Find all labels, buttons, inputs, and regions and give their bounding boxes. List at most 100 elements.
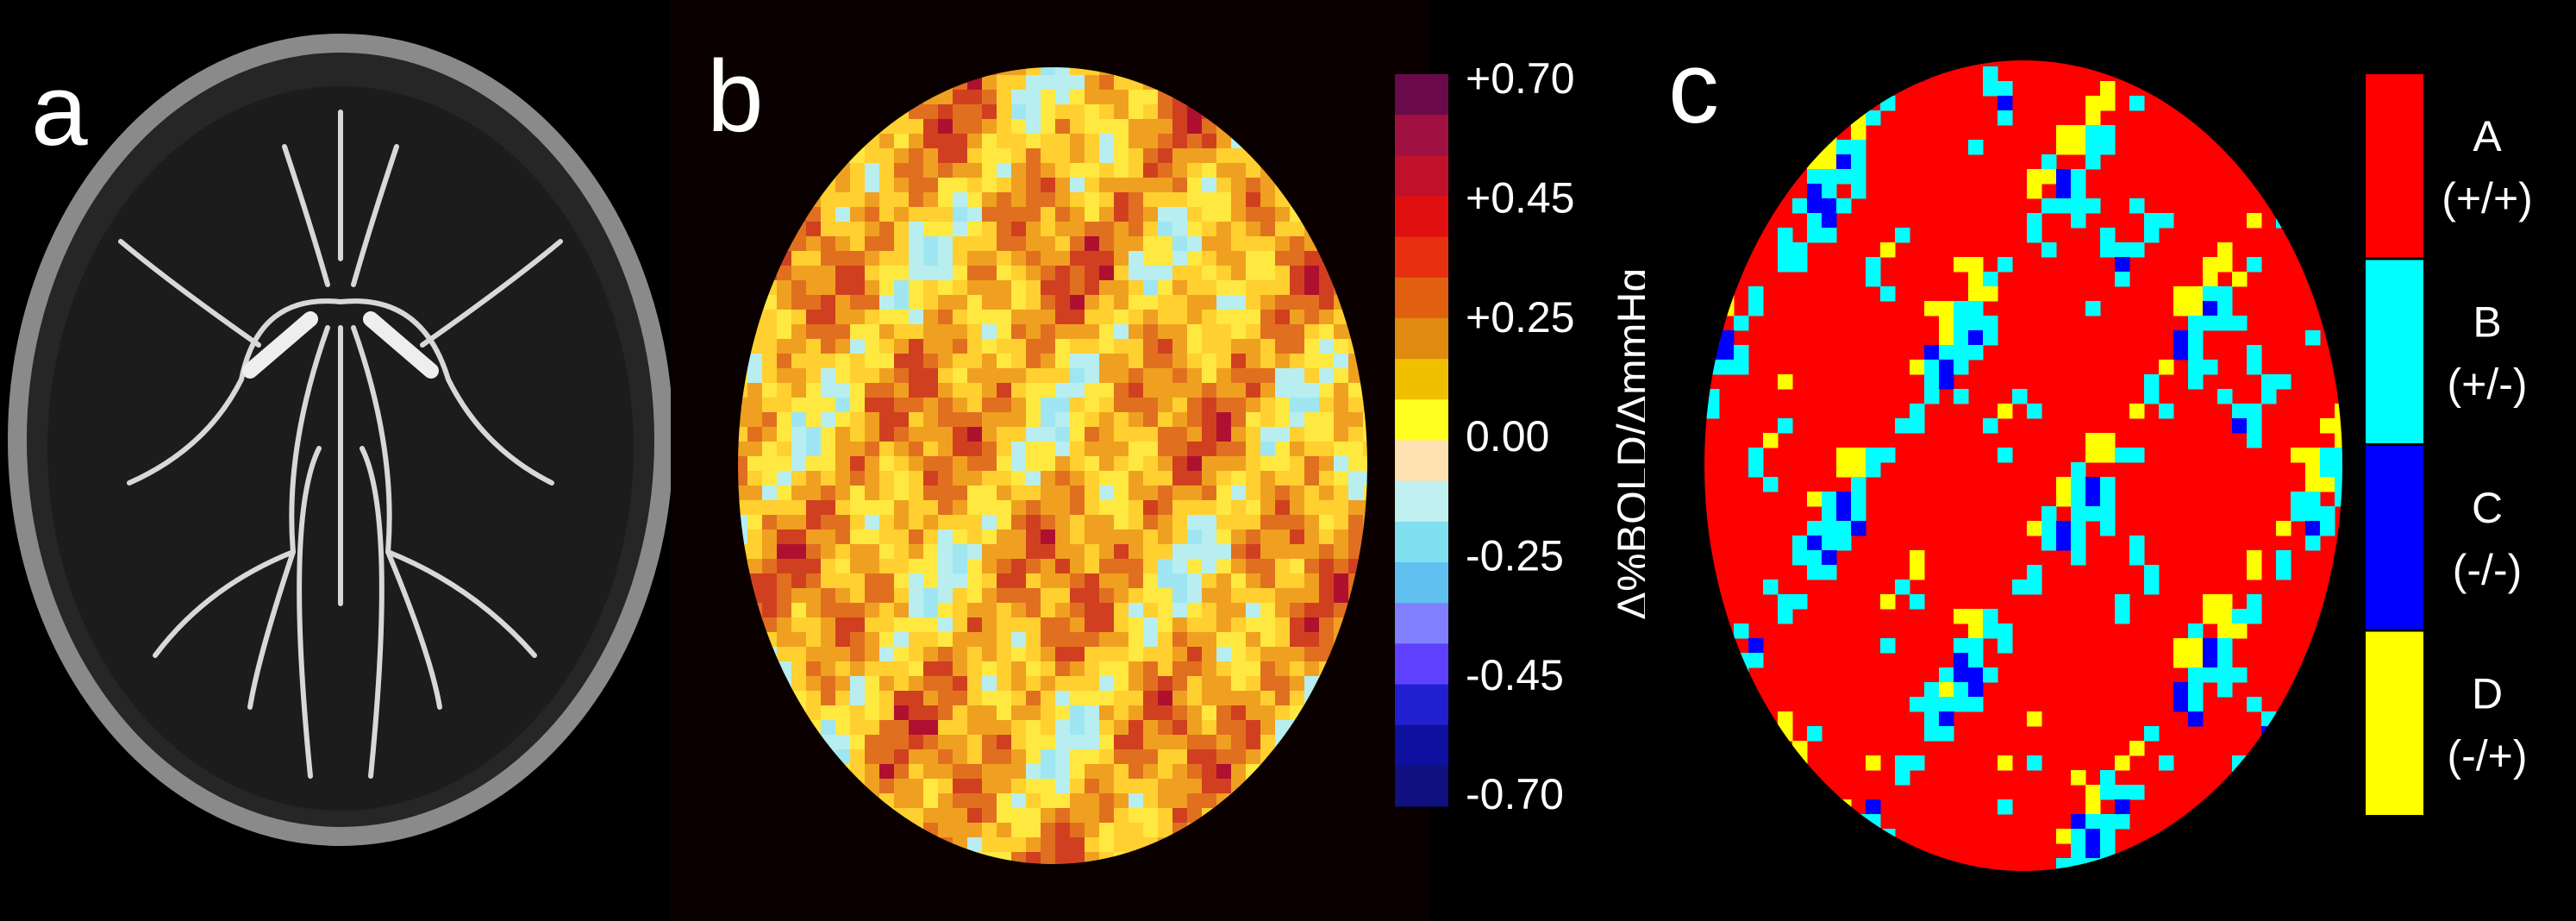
map-pixel <box>1954 682 1969 698</box>
map-pixel <box>2305 477 2321 492</box>
map-pixel <box>1216 705 1232 721</box>
map-pixel <box>1085 104 1100 120</box>
map-pixel <box>1319 368 1335 384</box>
map-pixel <box>1924 360 1940 375</box>
map-pixel <box>777 339 792 354</box>
map-pixel <box>2144 565 2160 580</box>
map-pixel <box>1085 207 1100 222</box>
map-pixel <box>1246 500 1261 516</box>
map-pixel <box>1954 638 1969 654</box>
map-pixel <box>953 486 968 501</box>
map-pixel <box>1231 486 1247 501</box>
map-pixel <box>791 310 807 325</box>
colorbar-tick-label: -0.45 <box>1466 651 1564 699</box>
map-pixel <box>1216 222 1232 237</box>
map-pixel <box>1114 617 1129 633</box>
map-pixel <box>1158 588 1173 604</box>
map-pixel <box>1041 529 1056 545</box>
map-pixel <box>1822 154 1837 170</box>
map-pixel <box>1260 559 1276 574</box>
map-pixel <box>1231 222 1247 237</box>
map-pixel <box>1216 427 1232 442</box>
map-pixel <box>1260 427 1276 442</box>
map-pixel <box>1158 222 1173 237</box>
map-pixel <box>1143 573 1159 589</box>
map-pixel <box>1085 544 1100 560</box>
map-pixel <box>1304 529 1320 545</box>
map-pixel <box>2085 433 2101 448</box>
map-pixel <box>1099 676 1115 692</box>
map-pixel <box>821 705 836 721</box>
map-pixel <box>2173 638 2189 654</box>
map-pixel <box>1172 148 1188 164</box>
map-pixel <box>821 691 836 706</box>
map-pixel <box>909 354 924 369</box>
map-pixel <box>791 676 807 692</box>
map-pixel <box>1734 345 1749 360</box>
map-pixel <box>1260 544 1276 560</box>
map-pixel <box>909 647 924 662</box>
map-pixel <box>1085 412 1100 428</box>
map-pixel <box>2056 521 2072 536</box>
map-pixel <box>894 676 910 692</box>
map-pixel <box>894 486 910 501</box>
map-pixel <box>1172 222 1188 237</box>
map-pixel <box>1070 749 1085 765</box>
map-pixel <box>1129 119 1144 135</box>
map-pixel <box>879 500 895 516</box>
map-pixel <box>1260 222 1276 237</box>
map-pixel <box>1275 368 1291 384</box>
map-pixel <box>2232 667 2248 683</box>
map-pixel <box>821 515 836 530</box>
map-pixel <box>1836 169 1852 185</box>
map-pixel <box>923 280 939 296</box>
map-pixel <box>1099 412 1115 428</box>
map-pixel <box>738 515 748 530</box>
map-pixel <box>791 280 807 296</box>
map-pixel <box>1304 251 1320 266</box>
map-pixel <box>791 486 807 501</box>
map-pixel <box>1231 398 1247 413</box>
map-pixel <box>894 266 910 281</box>
map-pixel <box>777 442 792 457</box>
map-pixel <box>1866 257 1881 273</box>
map-pixel <box>938 603 953 618</box>
map-pixel <box>1304 603 1320 618</box>
map-pixel <box>1041 617 1056 633</box>
map-pixel <box>879 339 895 354</box>
map-pixel <box>1011 749 1027 765</box>
map-pixel <box>1055 764 1071 780</box>
map-pixel <box>1968 330 1984 346</box>
panel-label: a <box>31 53 88 167</box>
map-pixel <box>806 529 822 545</box>
map-pixel <box>1026 823 1041 838</box>
map-pixel <box>923 617 939 633</box>
map-pixel <box>1275 236 1291 252</box>
map-pixel <box>1026 295 1041 310</box>
map-pixel <box>1319 588 1335 604</box>
map-pixel <box>2320 521 2335 536</box>
map-pixel <box>1778 242 1793 258</box>
map-pixel <box>1172 486 1188 501</box>
map-pixel <box>1319 324 1335 340</box>
map-pixel <box>1334 559 1349 574</box>
map-pixel <box>1246 647 1261 662</box>
legend-letter: D <box>2472 670 2503 718</box>
map-pixel <box>894 310 910 325</box>
map-pixel <box>1055 266 1071 281</box>
map-pixel <box>1011 75 1027 91</box>
map-pixel <box>1099 823 1115 838</box>
map-pixel <box>791 324 807 340</box>
map-pixel <box>1968 623 1984 639</box>
map-pixel <box>2115 448 2130 463</box>
map-pixel <box>2217 623 2233 639</box>
map-pixel <box>2100 242 2116 258</box>
map-pixel <box>1172 207 1188 222</box>
map-pixel <box>923 705 939 721</box>
map-pixel <box>2071 125 2086 141</box>
map-pixel <box>762 529 778 545</box>
map-pixel <box>1085 837 1100 853</box>
map-pixel <box>865 617 880 633</box>
map-pixel <box>1055 251 1071 266</box>
map-pixel <box>821 500 836 516</box>
